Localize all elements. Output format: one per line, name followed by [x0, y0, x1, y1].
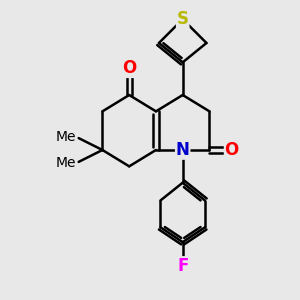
Text: F: F	[177, 257, 188, 275]
Text: O: O	[225, 141, 239, 159]
Text: O: O	[122, 59, 136, 77]
Text: Me: Me	[55, 130, 76, 144]
Text: N: N	[176, 141, 190, 159]
Text: Me: Me	[55, 156, 76, 170]
Text: S: S	[177, 10, 189, 28]
